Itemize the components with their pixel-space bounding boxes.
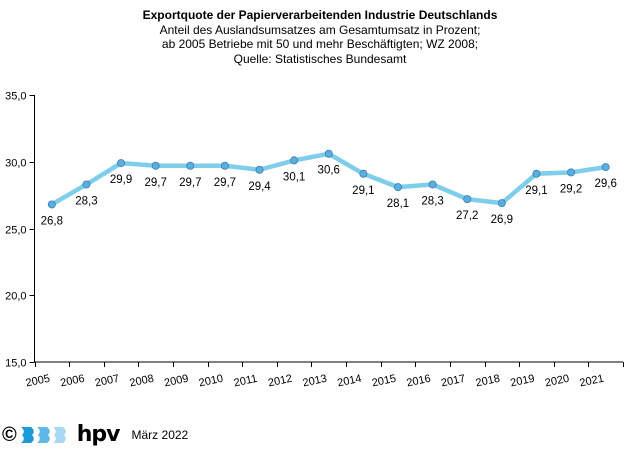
data-label: 28,3	[421, 195, 443, 207]
x-tick-label: 2010	[198, 373, 224, 390]
data-point	[393, 183, 402, 192]
data-point	[117, 159, 126, 168]
copyright-symbol: ©	[2, 424, 17, 446]
data-label: 29,1	[525, 185, 547, 197]
x-tick-label: 2013	[302, 373, 328, 390]
data-point	[359, 169, 368, 178]
x-tick-label: 2005	[25, 373, 51, 390]
data-point	[324, 149, 333, 158]
data-point	[290, 156, 299, 165]
data-point	[428, 180, 437, 189]
data-label: 26,9	[491, 214, 513, 226]
chart-title: Exportquote der Papierverarbeitenden Ind…	[142, 8, 498, 22]
data-label: 29,9	[110, 174, 132, 186]
x-tick-label: 2019	[509, 373, 535, 390]
data-point	[601, 163, 610, 172]
data-label: 29,7	[144, 177, 166, 189]
data-label: 30,1	[283, 171, 305, 183]
x-tick-label: 2009	[163, 373, 189, 390]
data-point	[567, 168, 576, 177]
logo-wave-shape	[36, 427, 50, 443]
data-label: 27,2	[456, 210, 478, 222]
data-label: 28,1	[387, 198, 409, 210]
chart-subtitle-line-3: Quelle: Statistisches Bundesamt	[233, 51, 407, 66]
x-tick-label: 2011	[233, 373, 259, 390]
hpv-logo-waves-icon	[20, 427, 66, 443]
y-tick-label: 25,0	[5, 225, 26, 237]
hpv-logo-text: hpv	[76, 422, 121, 447]
data-label: 29,4	[248, 181, 271, 193]
data-label: 29,2	[560, 183, 582, 195]
x-tick-label: 2020	[544, 373, 570, 390]
data-label: 29,6	[594, 178, 616, 190]
data-point	[47, 200, 56, 209]
logo-wave-shape	[20, 427, 34, 443]
data-label: 29,7	[179, 177, 201, 189]
x-tick-label: 2016	[405, 373, 431, 390]
data-point	[82, 180, 91, 189]
chart-titles: Exportquote der Papierverarbeitenden Ind…	[0, 8, 626, 66]
x-tick-label: 2014	[336, 373, 362, 390]
y-tick-label: 30,0	[5, 158, 26, 170]
x-tick-label: 2006	[59, 373, 85, 390]
x-tick-label: 2021	[579, 373, 605, 390]
data-label: 30,6	[318, 165, 340, 177]
data-point	[151, 161, 160, 170]
data-label: 29,1	[352, 185, 374, 197]
y-tick-label: 15,0	[5, 358, 26, 370]
x-tick-label: 2018	[475, 373, 501, 390]
y-tick-label: 35,0	[5, 91, 26, 103]
line-chart: 15,0 20,0 25,0 30,0 35,0 2005 2006 2007 2008 2009…	[5, 91, 624, 390]
x-tick-label: 2017	[440, 373, 466, 390]
x-tick-label: 2007	[94, 373, 120, 390]
y-tick-label: 20,0	[5, 291, 26, 303]
data-label: 28,3	[75, 195, 97, 207]
x-tick-label: 2015	[371, 373, 397, 390]
footer: © hpv März 2022	[2, 424, 188, 446]
data-point	[255, 165, 264, 174]
series-line	[49, 151, 608, 207]
logo-wave-shape	[52, 427, 66, 443]
footer-date: März 2022	[131, 428, 189, 442]
data-point	[532, 169, 541, 178]
x-tick-label: 2008	[129, 373, 155, 390]
data-point	[186, 161, 195, 170]
data-label: 26,8	[41, 215, 63, 227]
chart-subtitle-line-1: Anteil des Auslandsumsatzes am Gesamtums…	[159, 22, 481, 37]
data-point	[463, 195, 472, 204]
data-point	[497, 199, 506, 208]
chart-subtitle-line-2: ab 2005 Betriebe mit 50 und mehr Beschäf…	[161, 37, 479, 51]
data-label: 29,7	[214, 177, 236, 189]
data-point	[220, 161, 229, 170]
x-tick-label: 2012	[267, 373, 293, 390]
